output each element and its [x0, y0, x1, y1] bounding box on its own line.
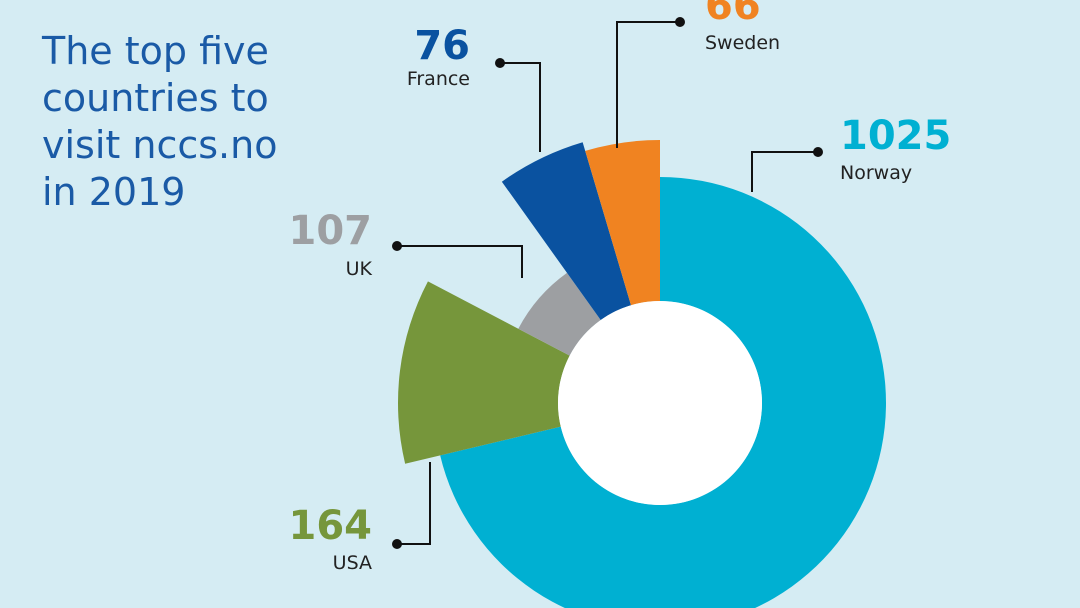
pie-slice	[397, 281, 570, 464]
pie-slice	[585, 140, 660, 306]
chart-title: The top five countries to visit nccs.no …	[42, 29, 278, 214]
leader-line	[751, 151, 818, 192]
leader-dot	[392, 539, 402, 549]
category-label: Sweden	[705, 32, 780, 54]
category-label: France	[407, 68, 470, 90]
leader-dot	[495, 58, 505, 68]
value-label: 107	[289, 208, 373, 254]
pie-slice	[501, 142, 631, 321]
leader-line	[397, 462, 431, 545]
leader-line	[397, 245, 523, 278]
value-label: 76	[414, 23, 470, 69]
donut-hole	[558, 301, 762, 505]
value-label: 164	[289, 503, 373, 549]
category-label: UK	[346, 258, 373, 280]
pie-slice	[518, 272, 601, 356]
leader-dot	[392, 241, 402, 251]
category-label: USA	[333, 552, 372, 574]
leader-dot	[675, 17, 685, 27]
pie-slice	[440, 177, 886, 608]
value-label: 1025	[840, 113, 951, 159]
leader-line	[500, 62, 541, 152]
leader-dot	[813, 147, 823, 157]
category-label: Norway	[840, 162, 912, 184]
value-label: 66	[705, 0, 761, 29]
leader-line	[616, 21, 680, 148]
